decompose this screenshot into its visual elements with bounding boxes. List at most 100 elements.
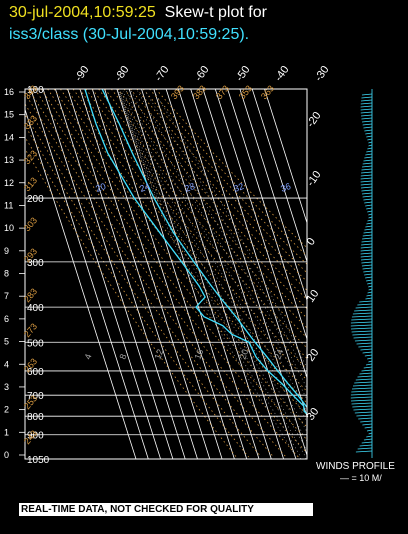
wind-barb <box>361 369 373 372</box>
wind-barb <box>360 249 373 252</box>
wind-barb <box>354 339 373 342</box>
theta-e-label: 20 <box>237 348 250 361</box>
moist-adiabat <box>118 90 307 459</box>
dry-adiabat <box>142 89 307 265</box>
wind-barb <box>364 426 373 429</box>
moist-adiabat <box>145 90 307 379</box>
wind-barb <box>360 105 373 108</box>
dry-adiabat <box>34 89 307 441</box>
wind-barb <box>360 183 373 186</box>
wind-barb <box>352 405 373 408</box>
wind-barb <box>365 132 373 135</box>
temperature-tick-label: -50 <box>234 64 253 84</box>
height-tick-label: 4 <box>4 359 9 369</box>
pressure-tick-label: 1050 <box>27 455 50 466</box>
dry-adiabat <box>60 89 307 392</box>
wind-barb <box>363 231 373 234</box>
wind-barb <box>366 135 373 138</box>
wind-barb <box>360 180 373 183</box>
wind-barb <box>368 288 373 291</box>
wind-barb <box>368 285 373 288</box>
theta-e-label: 8 <box>117 353 128 361</box>
wind-scale-label: — = 10 M/ <box>340 473 382 483</box>
wind-barb <box>365 204 373 207</box>
moist-adiabat <box>117 90 302 459</box>
wind-barb <box>352 312 373 315</box>
isotherm <box>25 108 137 459</box>
wind-barb <box>360 252 373 255</box>
dry-adiabat <box>110 89 307 310</box>
isotherm <box>79 89 198 459</box>
wind-barb <box>360 174 373 177</box>
temperature-tick-label: -60 <box>193 64 212 84</box>
wind-barb <box>362 423 373 426</box>
mixing-ratio-label: 32 <box>232 181 245 194</box>
theta-e-label: 16 <box>192 348 205 361</box>
wind-barb <box>363 198 373 201</box>
height-tick-label: 7 <box>4 291 9 301</box>
wind-barb <box>366 222 373 225</box>
wind-barb <box>359 444 373 447</box>
header-line-1: 30-jul-2004,10:59:25 Skew-t plot for <box>9 4 267 22</box>
dry-adiabat <box>117 89 307 300</box>
pressure-tick-label: 200 <box>27 194 44 205</box>
wind-barb <box>358 345 373 348</box>
temperature-tick-label: 30 <box>305 406 322 423</box>
mixing-ratio-label: 36 <box>279 181 292 194</box>
wind-barb <box>351 315 373 318</box>
wind-barb <box>354 309 373 312</box>
theta-e-label: 4 <box>82 353 93 361</box>
moist-adiabat <box>117 90 297 459</box>
wind-barb <box>359 300 373 303</box>
wind-barb <box>354 381 373 384</box>
wind-barb <box>361 114 373 117</box>
isotherm <box>202 89 307 418</box>
dry-adiabat <box>155 89 307 249</box>
height-tick-label: 14 <box>4 132 14 142</box>
dry-adiabat <box>66 89 307 381</box>
wind-barb <box>363 270 373 273</box>
theta-label: 393 <box>169 83 186 101</box>
wind-barb <box>362 195 373 198</box>
wind-barb <box>362 234 373 237</box>
wind-barb <box>357 447 373 450</box>
theta-e-label: 12 <box>152 348 165 361</box>
isotherm <box>141 89 260 459</box>
dry-adiabat <box>85 89 307 349</box>
wind-barb <box>360 255 373 258</box>
wind-barb <box>350 396 373 399</box>
wind-barb <box>367 357 373 360</box>
height-tick-label: 11 <box>4 200 13 210</box>
mixing-ratio-label: 24 <box>138 181 151 194</box>
dry-adiabat <box>28 89 307 454</box>
moist-adiabat <box>120 90 307 433</box>
wind-barb <box>361 168 373 171</box>
dry-adiabat <box>25 113 274 458</box>
height-tick-label: 0 <box>4 450 9 460</box>
isotherm <box>153 89 272 459</box>
isotherm <box>91 89 211 459</box>
wind-barb <box>351 399 373 402</box>
theta-label: 323 <box>22 148 39 166</box>
isotherm <box>239 89 307 302</box>
dry-adiabat <box>40 89 307 428</box>
wind-barb <box>366 435 373 438</box>
wind-barb <box>361 240 373 243</box>
theta-label: 363 <box>259 83 276 101</box>
height-tick-label: 3 <box>4 382 9 392</box>
wind-barb <box>367 219 373 222</box>
pressure-tick-label: 300 <box>27 258 44 269</box>
wind-barb <box>364 156 373 159</box>
wind-barb <box>359 372 373 375</box>
wind-barb <box>367 147 373 150</box>
wind-barb <box>360 102 373 105</box>
wind-barb <box>360 177 373 180</box>
theta-label: 283 <box>22 286 39 304</box>
wind-barb <box>362 162 373 165</box>
wind-barb <box>364 273 373 276</box>
wind-barb <box>365 297 373 300</box>
wind-barb <box>361 171 373 174</box>
height-tick-label: 5 <box>4 337 9 347</box>
temperature-trace <box>101 89 307 409</box>
plot-title: Skew-t plot for <box>164 4 267 21</box>
